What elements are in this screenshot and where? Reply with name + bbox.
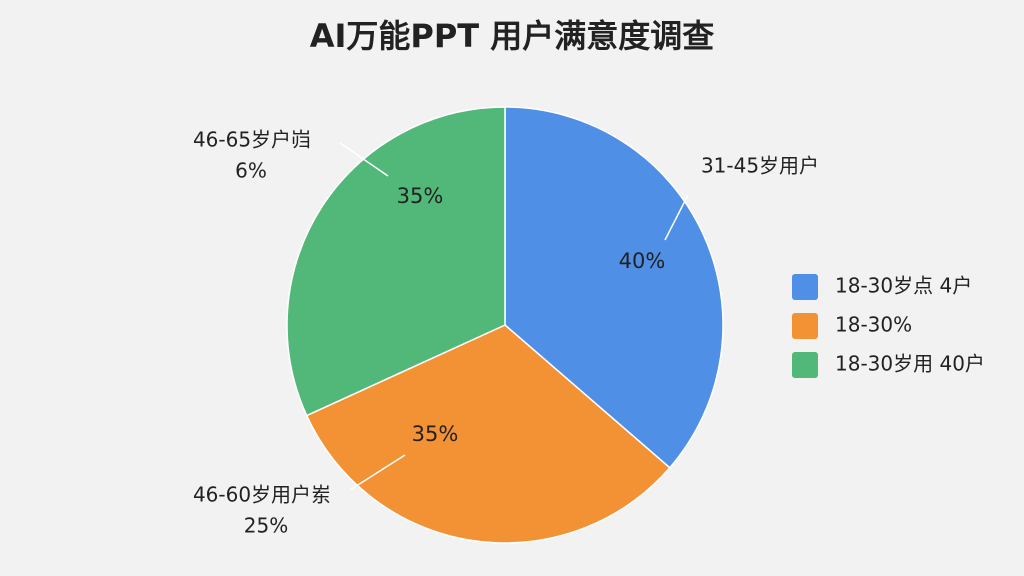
legend-swatch	[792, 274, 818, 300]
legend: 18-30岁点 4户 18-30% 18-30岁用 40户	[792, 274, 985, 378]
annotation: 46-65岁户岿	[193, 128, 311, 152]
pie-slice	[286, 106, 506, 417]
pie-slice	[504, 106, 724, 469]
legend-swatch	[792, 352, 818, 378]
legend-label: 18-30岁点 4户	[835, 274, 972, 298]
legend-swatch	[792, 313, 818, 339]
chart-title: AI万能PPT 用户满意度调查	[310, 17, 715, 55]
data-label: 35%	[397, 184, 444, 208]
leader-line	[349, 454, 406, 491]
annotation: 25%	[244, 514, 288, 538]
legend-label: 18-30岁用 40户	[835, 352, 985, 376]
annotation: 46-60岁用户岽	[193, 483, 331, 507]
annotation: 6%	[235, 159, 267, 183]
annotation: 31-45岁用户	[701, 154, 819, 178]
data-label: 40%	[619, 249, 666, 273]
leader-line	[664, 194, 689, 241]
pie-slice	[305, 324, 671, 544]
data-label: 35%	[412, 422, 459, 446]
leader-line	[339, 142, 389, 177]
pie	[286, 106, 724, 544]
legend-label: 18-30%	[835, 313, 912, 337]
